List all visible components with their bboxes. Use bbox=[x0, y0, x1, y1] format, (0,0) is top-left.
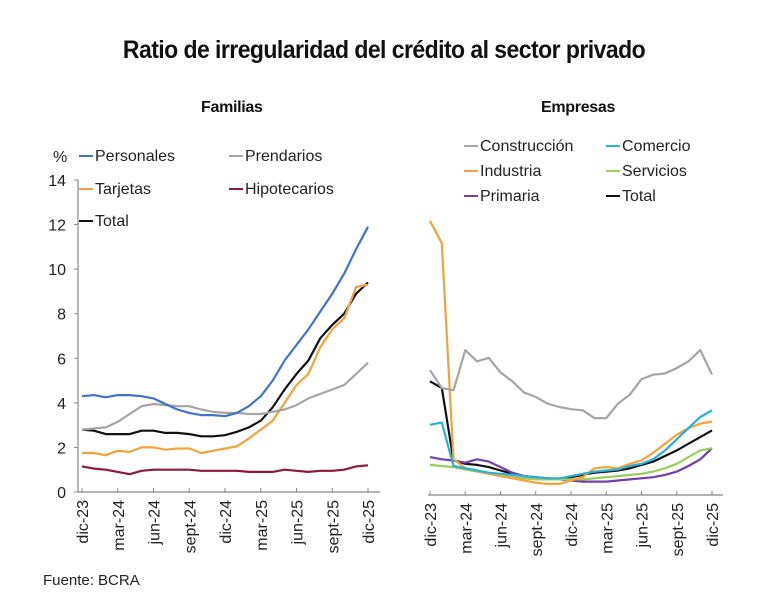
x-tick-label: mar-25 bbox=[254, 500, 271, 551]
panel-title-familias: Familias bbox=[201, 99, 263, 116]
source-note: Fuente: BCRA bbox=[43, 572, 140, 589]
legend-label: Total bbox=[622, 188, 656, 205]
x-tick-label: dic-24 bbox=[218, 500, 235, 544]
x-tick-label: dic-24 bbox=[564, 503, 581, 547]
x-tick-label: mar-25 bbox=[599, 503, 616, 554]
series-line-tarjetas bbox=[82, 283, 369, 457]
legend-label: Prendarios bbox=[245, 148, 322, 165]
x-tick-label: sept-25 bbox=[670, 503, 687, 556]
y-tick-label: 2 bbox=[57, 440, 66, 457]
x-tick-label: sept-24 bbox=[529, 503, 546, 556]
x-tick-label: dic-23 bbox=[423, 503, 440, 547]
legend-label: Tarjetas bbox=[95, 181, 151, 198]
legend-label: Primaria bbox=[480, 188, 540, 205]
y-tick-label: 12 bbox=[48, 218, 66, 235]
x-tick-label: jun-25 bbox=[635, 503, 652, 549]
x-tick-label: jun-24 bbox=[494, 503, 511, 549]
legend-item: Construcción bbox=[464, 138, 573, 155]
legend: Construcción Comercio Industria Servicios Pr… bbox=[464, 138, 691, 205]
series-line-prendarios bbox=[81, 361, 369, 431]
series-line-personales bbox=[81, 226, 369, 418]
x-tick-label: sept-24 bbox=[182, 500, 199, 553]
legend-label: Industria bbox=[480, 163, 541, 180]
legend-label: Personales bbox=[95, 148, 175, 165]
legend: Personales Prendarios Tarjetas Hipotecarios… bbox=[79, 148, 334, 230]
y-tick-label: 14 bbox=[48, 173, 66, 190]
legend-item: Industria bbox=[464, 163, 541, 180]
y-tick-label: 0 bbox=[57, 485, 66, 502]
legend-item: Comercio bbox=[606, 138, 691, 155]
x-tick-label: sept-25 bbox=[325, 500, 342, 553]
chart-title: Ratio de irregularidad del crédito al se… bbox=[122, 36, 646, 64]
series-line-total bbox=[429, 380, 713, 481]
legend-label: Comercio bbox=[622, 138, 691, 155]
x-tick-label: dic-25 bbox=[361, 500, 378, 544]
legend-item: Personales bbox=[79, 148, 175, 165]
x-tick-label: jun-24 bbox=[147, 500, 164, 546]
x-tick-label: mar-24 bbox=[458, 503, 475, 554]
x-tick-label: jun-25 bbox=[290, 500, 307, 546]
y-tick-label: 4 bbox=[57, 396, 66, 413]
series-line-comercio bbox=[429, 409, 713, 480]
panel-title-empresas: Empresas bbox=[541, 99, 616, 116]
y-axis-unit-label: % bbox=[53, 149, 67, 166]
legend-label: Servicios bbox=[622, 163, 687, 180]
legend-item: Tarjetas bbox=[79, 181, 151, 198]
legend-item: Primaria bbox=[464, 188, 540, 205]
legend-label: Total bbox=[95, 213, 129, 230]
y-tick-label: 8 bbox=[57, 307, 66, 324]
legend-item: Servicios bbox=[606, 163, 687, 180]
series-line-total bbox=[81, 281, 369, 438]
x-tick-label: dic-23 bbox=[75, 500, 92, 544]
legend-label: Construcción bbox=[480, 138, 573, 155]
legend-item: Hipotecarios bbox=[229, 181, 334, 198]
series-line-hipotecarios bbox=[81, 464, 369, 476]
legend-label: Hipotecarios bbox=[245, 181, 334, 198]
series-line-construccin bbox=[429, 349, 713, 420]
x-tick-label: mar-24 bbox=[111, 500, 128, 551]
legend-item: Prendarios bbox=[229, 148, 322, 165]
legend-item: Total bbox=[79, 213, 129, 230]
legend-item: Total bbox=[606, 188, 656, 205]
x-tick-label: dic-25 bbox=[705, 503, 722, 547]
y-tick-label: 10 bbox=[48, 262, 66, 279]
series-line-industria bbox=[429, 220, 713, 485]
panel-empresas: dic-23 mar-24 jun-24 sept-24 dic-24 mar-25 jun… bbox=[423, 138, 723, 556]
panel-familias: 0 2 4 6 8 10 12 14% dic-23 mar-24 jun-24 sept-24 dic… bbox=[48, 148, 380, 553]
y-tick-label: 6 bbox=[57, 351, 66, 368]
